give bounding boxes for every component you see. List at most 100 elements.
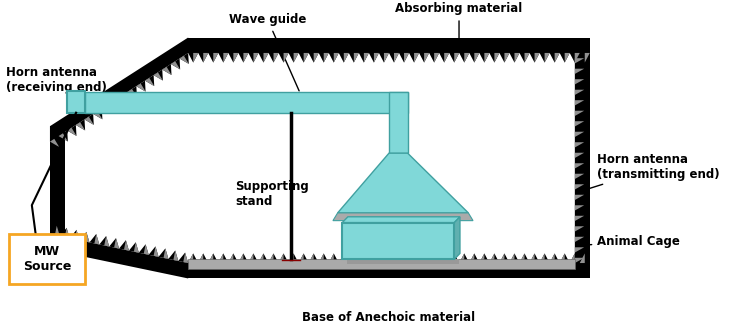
Polygon shape (575, 221, 584, 232)
Polygon shape (93, 111, 102, 119)
Polygon shape (149, 246, 158, 257)
Polygon shape (171, 61, 180, 69)
Polygon shape (309, 253, 314, 263)
Polygon shape (67, 128, 77, 136)
Polygon shape (329, 53, 339, 63)
Polygon shape (525, 53, 530, 63)
Polygon shape (188, 253, 198, 263)
Text: Supporting
stand: Supporting stand (235, 180, 309, 208)
Polygon shape (359, 53, 369, 63)
Polygon shape (429, 253, 439, 263)
Polygon shape (575, 179, 584, 190)
Polygon shape (575, 121, 584, 126)
Polygon shape (509, 253, 514, 263)
Polygon shape (203, 53, 209, 63)
Polygon shape (259, 253, 268, 263)
Polygon shape (60, 228, 70, 238)
Polygon shape (228, 253, 234, 263)
Polygon shape (439, 253, 450, 263)
Polygon shape (342, 217, 460, 222)
Polygon shape (575, 100, 584, 106)
Polygon shape (349, 53, 359, 63)
Polygon shape (268, 253, 279, 263)
Polygon shape (389, 253, 394, 263)
Polygon shape (550, 53, 559, 63)
Polygon shape (65, 53, 590, 263)
Polygon shape (575, 90, 584, 95)
Polygon shape (164, 248, 169, 259)
Polygon shape (349, 253, 354, 263)
Polygon shape (198, 53, 209, 63)
Polygon shape (520, 253, 530, 263)
Polygon shape (228, 53, 238, 63)
Text: MW
Source: MW Source (23, 245, 71, 273)
Polygon shape (238, 253, 248, 263)
Polygon shape (254, 53, 259, 63)
Polygon shape (404, 53, 409, 63)
Polygon shape (243, 53, 248, 63)
Polygon shape (55, 226, 60, 236)
Polygon shape (575, 53, 584, 63)
Polygon shape (409, 53, 419, 63)
Text: Horn antenna
(transmitting end): Horn antenna (transmitting end) (576, 153, 720, 193)
Polygon shape (268, 53, 279, 63)
Polygon shape (509, 53, 520, 63)
Polygon shape (384, 53, 389, 63)
Polygon shape (144, 244, 149, 255)
Polygon shape (484, 53, 489, 63)
Polygon shape (139, 244, 149, 255)
Polygon shape (575, 184, 584, 190)
Polygon shape (559, 253, 570, 263)
Polygon shape (570, 53, 580, 63)
Polygon shape (209, 253, 218, 263)
Polygon shape (454, 53, 459, 63)
Polygon shape (50, 139, 59, 147)
Polygon shape (228, 253, 238, 263)
Polygon shape (555, 53, 559, 63)
Polygon shape (364, 53, 369, 63)
Polygon shape (136, 84, 146, 91)
Bar (67, 91, 85, 113)
Polygon shape (264, 53, 268, 63)
Polygon shape (248, 253, 259, 263)
Bar (85, 92, 408, 113)
Polygon shape (379, 53, 389, 63)
Text: Horn antenna
(receiving end): Horn antenna (receiving end) (6, 66, 107, 100)
Polygon shape (178, 253, 188, 263)
Text: Absorbing material: Absorbing material (395, 2, 523, 50)
Polygon shape (539, 53, 550, 63)
Polygon shape (273, 53, 279, 63)
Polygon shape (530, 53, 539, 63)
Polygon shape (550, 253, 555, 263)
Polygon shape (309, 253, 318, 263)
Polygon shape (85, 117, 94, 125)
Polygon shape (329, 253, 339, 263)
Polygon shape (293, 53, 298, 63)
Polygon shape (289, 253, 298, 263)
Polygon shape (575, 69, 584, 74)
Polygon shape (104, 236, 109, 246)
Polygon shape (545, 53, 550, 63)
Polygon shape (530, 253, 534, 263)
Polygon shape (570, 253, 575, 263)
Polygon shape (580, 53, 590, 63)
Polygon shape (500, 253, 509, 263)
Polygon shape (111, 100, 119, 108)
Bar (342, 222, 454, 259)
Polygon shape (136, 81, 146, 91)
Polygon shape (459, 253, 469, 263)
Polygon shape (450, 253, 454, 263)
Polygon shape (369, 253, 379, 263)
Polygon shape (575, 106, 584, 116)
Polygon shape (359, 253, 364, 263)
Polygon shape (539, 253, 545, 263)
Polygon shape (575, 168, 584, 179)
Polygon shape (565, 53, 570, 63)
Polygon shape (334, 53, 339, 63)
Polygon shape (145, 75, 154, 86)
Polygon shape (424, 53, 429, 63)
Polygon shape (500, 253, 504, 263)
Polygon shape (180, 53, 189, 64)
Polygon shape (59, 133, 68, 141)
Bar (188, 38, 590, 53)
